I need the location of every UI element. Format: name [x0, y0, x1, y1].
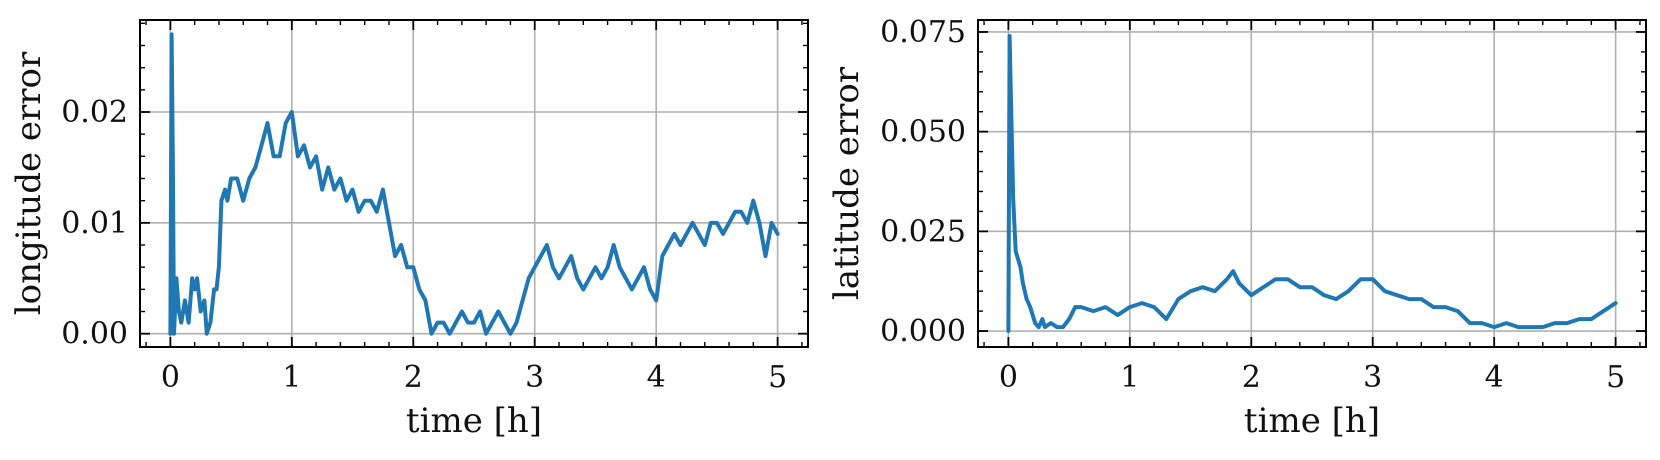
series-line	[168, 32, 780, 336]
x-tick-label: 4	[1485, 360, 1504, 395]
x-tick-label: 4	[647, 360, 666, 395]
x-axis-label: time [h]	[406, 401, 542, 441]
plot-frame	[139, 19, 809, 348]
x-axis-label: time [h]	[1244, 401, 1380, 441]
x-tick-label: 5	[1606, 360, 1625, 395]
x-tick-label: 1	[1120, 360, 1139, 395]
x-tick-label: 2	[404, 360, 423, 395]
y-tick-label: 0.02	[61, 95, 128, 130]
chart-panel-2: 0 1 2 3 4 5 0.000 0.025 0.050 0.075 time [h] latitu…	[827, 15, 1647, 441]
x-tick-label: 1	[282, 360, 301, 395]
y-axis-label: longitude error	[9, 51, 49, 315]
y-tick-label: 0.000	[880, 314, 966, 349]
x-tick-label: 3	[1363, 360, 1382, 395]
plot-frame	[977, 19, 1647, 348]
y-tick-label: 0.025	[880, 214, 966, 249]
x-tick-label: 3	[525, 360, 544, 395]
y-tick-label: 0.050	[880, 115, 966, 150]
y-tick-label: 0.00	[61, 317, 128, 352]
x-tick-label: 0	[999, 360, 1018, 395]
series-line	[1006, 34, 1618, 333]
y-tick-label: 0.075	[880, 15, 966, 50]
y-tick-label: 0.01	[61, 206, 128, 241]
x-tick-label: 0	[161, 360, 180, 395]
y-axis-label: latitude error	[827, 66, 867, 300]
x-tick-label: 2	[1242, 360, 1261, 395]
chart-panel-1: 0 1 2 3 4 5 0.00 0.01 0.02 time [h] longitude erro…	[9, 19, 809, 441]
x-tick-label: 5	[768, 360, 787, 395]
